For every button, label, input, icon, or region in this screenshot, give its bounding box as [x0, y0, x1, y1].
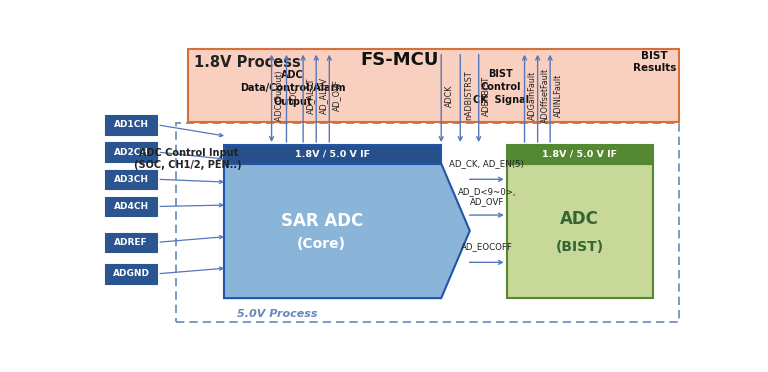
Text: ADOffsetFault: ADOffsetFault	[541, 68, 550, 123]
Text: AD_ALOV: AD_ALOV	[319, 77, 328, 114]
Text: ADREF: ADREF	[114, 238, 148, 247]
Text: AD_D<9~0>,
AD_OVF: AD_D<9~0>, AD_OVF	[458, 187, 516, 206]
Text: ADC: ADC	[560, 211, 599, 228]
FancyBboxPatch shape	[224, 145, 441, 164]
FancyBboxPatch shape	[105, 264, 157, 283]
FancyBboxPatch shape	[507, 164, 653, 298]
FancyBboxPatch shape	[105, 170, 157, 189]
Text: ADGND: ADGND	[113, 269, 150, 278]
Text: ADENBIST: ADENBIST	[482, 76, 492, 116]
Text: ADC Output): ADC Output)	[275, 70, 283, 121]
Text: ADGainFault: ADGainFault	[528, 71, 537, 120]
FancyBboxPatch shape	[105, 232, 157, 252]
Text: EOC: EOC	[290, 87, 299, 104]
FancyBboxPatch shape	[507, 145, 653, 164]
Text: AD3CH: AD3CH	[114, 175, 149, 184]
Text: 1.8V / 5.0 V IF: 1.8V / 5.0 V IF	[295, 150, 370, 159]
Text: FS-MCU: FS-MCU	[360, 51, 439, 69]
Polygon shape	[224, 164, 470, 298]
Text: AD4CH: AD4CH	[114, 202, 149, 211]
Text: BIST
Control
CK  Signal: BIST Control CK Signal	[472, 69, 529, 105]
Text: 1.8V / 5.0 V IF: 1.8V / 5.0 V IF	[542, 150, 617, 159]
Text: BIST
Results: BIST Results	[633, 51, 677, 73]
FancyBboxPatch shape	[105, 115, 157, 135]
Text: ADCK: ADCK	[445, 84, 454, 107]
FancyBboxPatch shape	[105, 197, 157, 216]
Text: AD_EOCOFF: AD_EOCOFF	[461, 242, 513, 251]
Text: 5.0V Process: 5.0V Process	[237, 310, 318, 320]
Text: ADC
Data/Control/Alarm
Output: ADC Data/Control/Alarm Output	[240, 70, 345, 107]
Text: (Core): (Core)	[297, 237, 346, 251]
Text: SAR ADC: SAR ADC	[280, 212, 362, 230]
Text: AD_CK, AD_EN(5): AD_CK, AD_EN(5)	[449, 159, 525, 168]
Text: AD_ALOT: AD_ALOT	[306, 77, 315, 114]
Text: nADBISTRST: nADBISTRST	[464, 71, 473, 120]
Text: ADINLFault: ADINLFault	[554, 74, 563, 117]
Text: (BIST): (BIST)	[555, 240, 604, 254]
Text: AD2CH: AD2CH	[114, 148, 149, 157]
FancyBboxPatch shape	[105, 142, 157, 162]
Text: ADC Control Input
(SOC, CH1/2, PEN..): ADC Control Input (SOC, CH1/2, PEN..)	[134, 148, 242, 170]
Text: 1.8V Process: 1.8V Process	[194, 55, 301, 70]
Text: AD_OVF: AD_OVF	[333, 80, 341, 112]
FancyBboxPatch shape	[188, 49, 680, 122]
Text: AD1CH: AD1CH	[114, 121, 149, 129]
